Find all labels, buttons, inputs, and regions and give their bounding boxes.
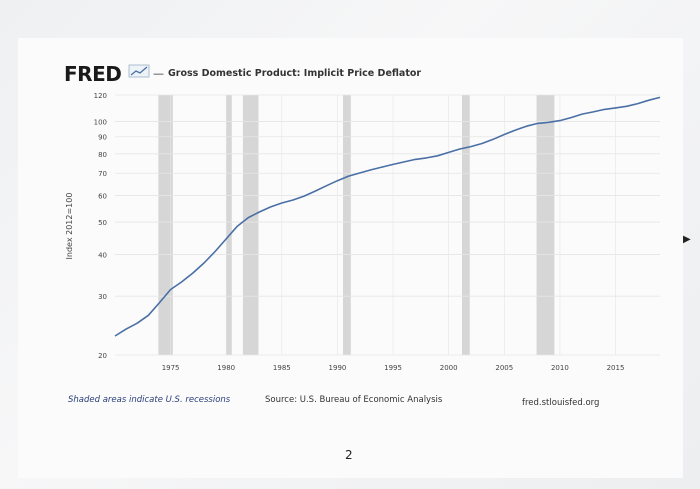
y-tick-label-20: 20	[98, 352, 107, 360]
x-tick-label-2010: 2010	[551, 364, 569, 372]
x-tick-label-2000: 2000	[440, 364, 458, 372]
title-dash: —	[153, 67, 164, 80]
x-tick-label-1985: 1985	[273, 364, 291, 372]
y-tick-label-60: 60	[98, 193, 107, 201]
series-line-gdp-deflator	[114, 96, 661, 337]
y-tick-label-120: 120	[94, 92, 107, 100]
x-tick-labels: 1975 1980 1985 1990 1995 2000 2005 2010 2015	[162, 364, 625, 372]
x-tick-label-1990: 1990	[329, 364, 347, 372]
recession-band-2	[242, 95, 259, 355]
x-tick-label-1975: 1975	[162, 364, 180, 372]
y-tick-label-80: 80	[98, 151, 107, 159]
recession-band-4	[462, 95, 470, 355]
recession-note: Shaded areas indicate U.S. recessions	[68, 395, 231, 405]
y-tick-labels: 20 30 40 50 60 70 80 90 100 120	[94, 92, 107, 360]
y-tick-label-40: 40	[98, 251, 107, 259]
mouse-cursor-icon: ▶	[683, 234, 691, 245]
y-tick-label-100: 100	[94, 118, 107, 126]
chart-title: Gross Domestic Product: Implicit Price D…	[168, 68, 422, 79]
recession-shading-layer	[158, 95, 555, 355]
recession-band-5	[536, 95, 555, 355]
y-tick-label-30: 30	[98, 293, 107, 301]
site-url[interactable]: fred.stlouisfed.org	[522, 398, 600, 408]
page-number: 2	[345, 448, 353, 462]
grid-layer	[115, 94, 660, 356]
y-tick-label-50: 50	[98, 219, 107, 227]
y-tick-label-90: 90	[98, 134, 107, 142]
x-tick-label-2005: 2005	[495, 364, 513, 372]
x-tick-label-1995: 1995	[384, 364, 402, 372]
source-note: Source: U.S. Bureau of Economic Analysis	[265, 395, 443, 405]
fred-graph-icon	[128, 64, 150, 78]
y-axis-label: Index 2012=100	[65, 193, 74, 260]
fred-logo: FRED	[64, 62, 122, 86]
recession-band-1	[226, 95, 232, 355]
x-tick-label-2015: 2015	[607, 364, 625, 372]
x-tick-label-1980: 1980	[217, 364, 235, 372]
recession-band-3	[343, 95, 351, 355]
y-tick-label-70: 70	[98, 170, 107, 178]
